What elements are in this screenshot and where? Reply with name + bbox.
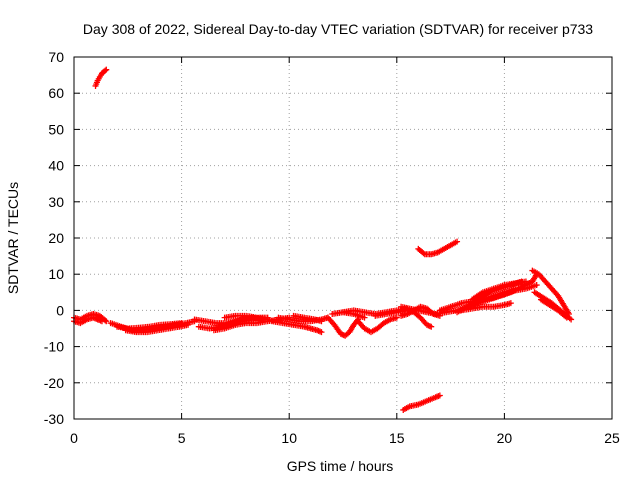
data-point: [533, 282, 540, 289]
data-point: [393, 314, 400, 321]
series-arc-25: [469, 282, 540, 307]
data-point: [361, 314, 368, 321]
data-point: [420, 250, 427, 257]
y-tick-label: 20: [48, 230, 64, 246]
series-arc-24: [458, 300, 514, 314]
x-tick-label: 15: [389, 430, 405, 446]
series-arc-10: [268, 318, 325, 336]
y-tick-label: -30: [44, 411, 64, 427]
x-axis: 0 5 10 15 20 25: [70, 57, 620, 446]
data-point: [98, 318, 105, 325]
y-tick-label: 50: [48, 121, 64, 137]
data-point: [454, 238, 461, 245]
y-axis: -30 -20 -10 0 10 20 30 40 50 60 70: [44, 49, 612, 427]
series-arc-23: [469, 278, 529, 303]
series-arc-29: [92, 66, 110, 89]
series-arc-12: [290, 312, 325, 325]
x-tick-label: 20: [497, 430, 513, 446]
x-tick-label: 25: [604, 430, 620, 446]
y-axis-label: SDTVAR / TECUs: [5, 182, 21, 294]
data-point: [522, 278, 529, 285]
data-point: [563, 314, 570, 321]
data-point: [318, 329, 325, 336]
chart-title: Day 308 of 2022, Sidereal Day-to-day VTE…: [83, 21, 593, 37]
data-point: [507, 300, 514, 307]
y-tick-label: 40: [48, 158, 64, 174]
y-tick-label: 0: [56, 302, 64, 318]
data-point: [264, 316, 271, 323]
y-tick-label: -20: [44, 375, 64, 391]
x-tick-label: 0: [70, 430, 78, 446]
series-arc-9: [221, 312, 271, 323]
grid: [74, 57, 612, 419]
series-arc-19: [398, 303, 439, 318]
data-markers: [71, 66, 575, 413]
x-tick-label: 10: [281, 430, 297, 446]
y-tick-label: -10: [44, 339, 64, 355]
data-point: [428, 323, 435, 330]
x-axis-label: GPS time / hours: [287, 458, 394, 474]
series-arc-2: [71, 314, 105, 327]
data-point: [318, 318, 325, 325]
data-point: [103, 66, 110, 73]
series-arc-31: [400, 392, 443, 413]
y-tick-label: 70: [48, 49, 64, 65]
series-arc-30: [415, 238, 461, 258]
y-tick-label: 60: [48, 85, 64, 101]
y-tick-label: 10: [48, 266, 64, 282]
data-point: [568, 316, 575, 323]
data-point: [185, 321, 192, 328]
series-arc-13: [324, 314, 362, 339]
series-arc-26: [529, 267, 572, 318]
data-point: [436, 392, 443, 399]
series-arc-28: [537, 296, 570, 321]
x-tick-label: 5: [178, 430, 186, 446]
data-point: [102, 67, 109, 74]
series-arc-5: [122, 321, 192, 336]
y-tick-label: 30: [48, 194, 64, 210]
series-arc-15: [355, 314, 400, 336]
